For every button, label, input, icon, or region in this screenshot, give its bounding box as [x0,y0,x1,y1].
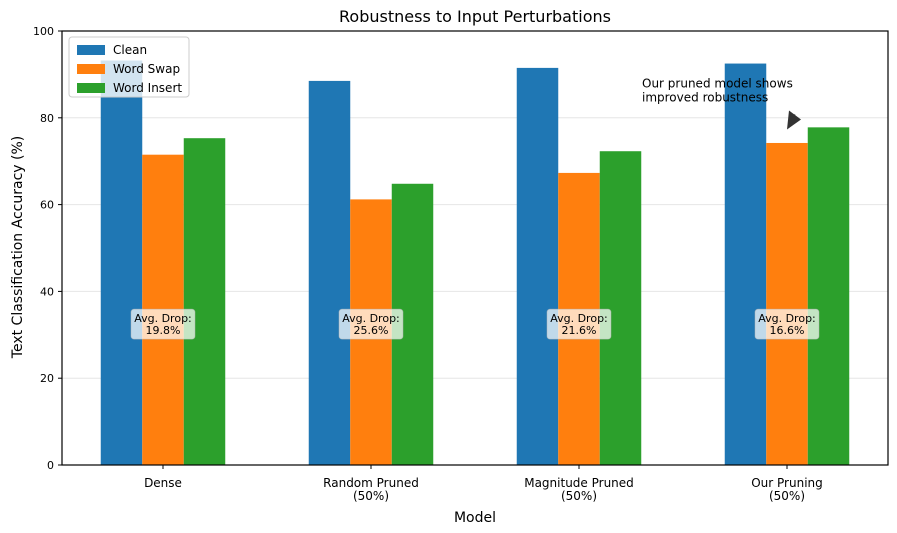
x-tick-label: (50%) [353,489,389,503]
bar-clean [100,60,143,466]
legend-label: Word Swap [113,62,180,76]
annotation-arrow-head [787,110,801,130]
bar-word-insert [599,151,642,465]
legend-swatch [77,45,105,55]
bar-clean [724,63,767,466]
annotation-text: Our pruned model shows [642,76,793,90]
x-tick-label: Magnitude Pruned [524,476,634,490]
x-tick-label: (50%) [561,489,597,503]
drop-label-box [546,308,612,340]
bars [100,60,850,466]
y-tick-label: 20 [40,372,54,385]
drop-label-text: Avg. Drop: [758,312,816,325]
legend: Clean Word Swap Word Insert [68,36,190,98]
y-tick-label: 80 [40,112,54,125]
bar-clean [516,67,559,465]
annotation-text: improved robustness [642,90,768,104]
x-tick-label: (50%) [769,489,805,503]
y-axis-ticks: 0 20 40 60 80 100 [33,25,62,472]
legend-label: Clean [113,43,147,57]
y-tick-label: 60 [40,199,54,212]
drop-label-text: 16.6% [770,324,805,337]
plot-frame [61,30,889,466]
x-axis-label: Model [454,510,496,526]
drop-label-text: Avg. Drop: [342,312,400,325]
drop-label-text: 25.6% [354,324,389,337]
x-tick-label: Our Pruning [751,476,823,490]
y-axis-label: Text Classification Accuracy (%) [10,136,26,359]
legend-swatch [77,64,105,74]
y-tick-label: 40 [40,285,54,298]
x-tick-label: Dense [144,476,182,490]
y-tick-label: 100 [33,25,54,38]
y-tick-label: 0 [47,459,54,472]
x-axis-ticks: Dense Random Pruned(50%)Magnitude Pruned(… [144,465,823,503]
bar-word-swap [766,142,808,466]
chart-title: Robustness to Input Perturbations [339,7,611,26]
drop-label-text: 19.8% [146,324,181,337]
x-tick-label: Random Pruned [323,476,419,490]
drop-label-text: 21.6% [562,324,597,337]
bar-word-insert [807,127,850,466]
drop-labels: Avg. Drop:19.8%Avg. Drop:25.6%Avg. Drop:… [130,308,820,340]
bar-clean [308,80,351,465]
drop-label-box [338,308,404,340]
legend-label: Word Insert [113,81,182,95]
drop-label-text: Avg. Drop: [134,312,192,325]
drop-label-text: Avg. Drop: [550,312,608,325]
legend-swatch [77,83,105,93]
drop-label-box [130,308,196,340]
bar-word-insert [183,138,226,465]
drop-label-box [754,308,820,340]
